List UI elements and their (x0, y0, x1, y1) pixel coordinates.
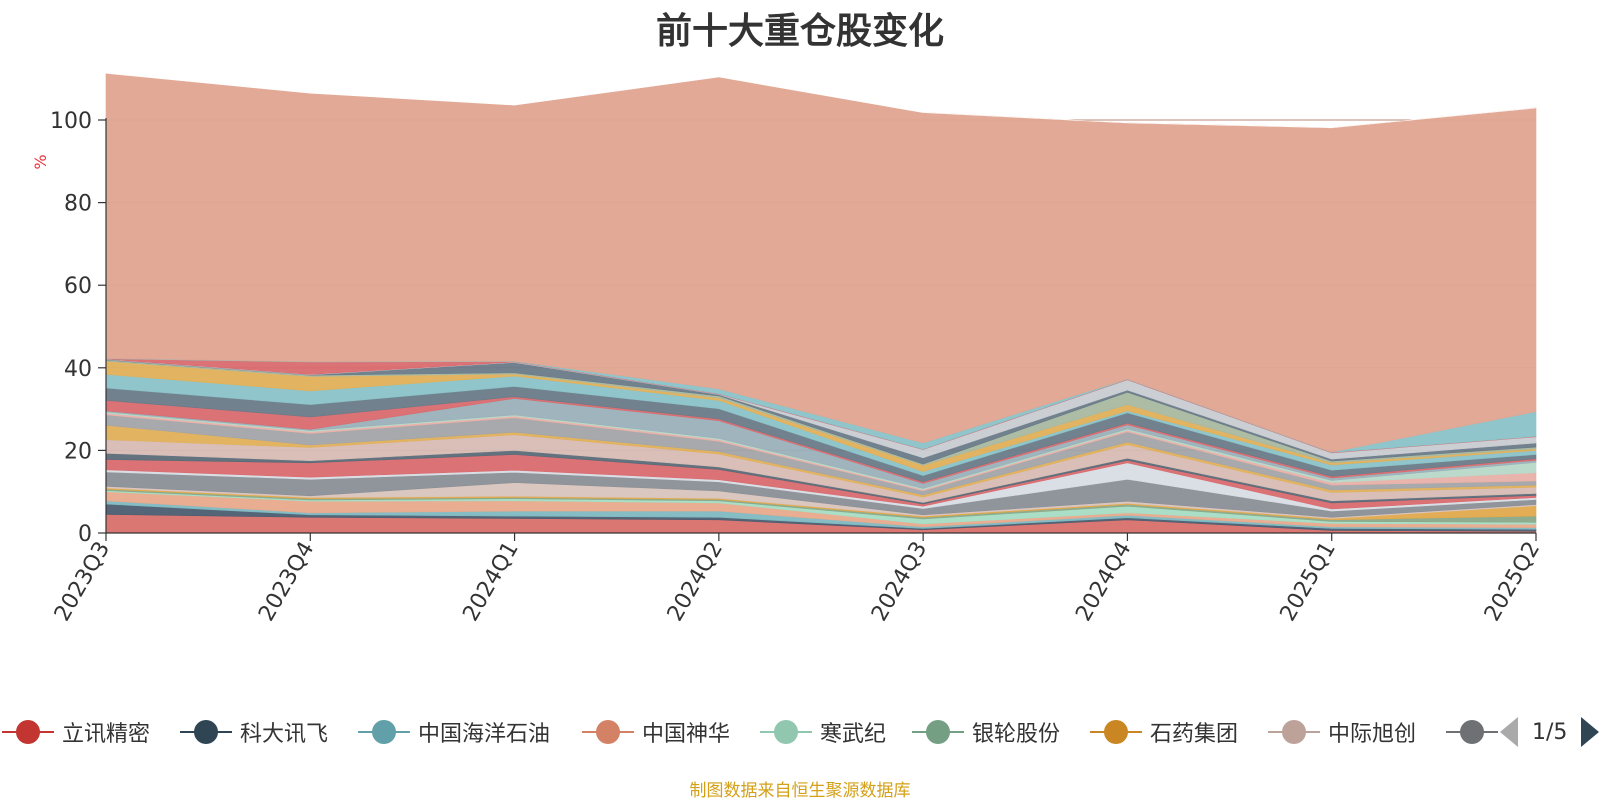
legend-item[interactable]: 立讯精密 (2, 712, 150, 752)
legend-pager: 1/5 (1500, 712, 1600, 752)
legend-item[interactable] (1446, 712, 1498, 752)
legend-swatch-icon (1268, 719, 1320, 745)
y-tick-label: 80 (64, 192, 92, 217)
legend: 立讯精密 科大讯飞 中国海洋石油 中国神华 寒武纪 银轮股份 石药集团 中际旭创 (0, 712, 1600, 752)
legend-label: 寒武纪 (820, 722, 887, 747)
legend-item[interactable]: 银轮股份 (912, 712, 1060, 752)
x-tick-label: 2024Q3 (867, 538, 932, 626)
y-tick-label: 60 (64, 274, 92, 299)
legend-swatch-icon (760, 719, 812, 745)
legend-label: 石药集团 (1150, 722, 1239, 747)
y-tick-label: 100 (50, 109, 92, 134)
legend-page-text: 1/5 (1532, 719, 1568, 745)
y-tick-label: 20 (64, 439, 92, 464)
legend-next-icon[interactable] (1581, 717, 1600, 747)
legend-item[interactable]: 中际旭创 (1268, 712, 1416, 752)
y-tick-label: 0 (78, 522, 92, 547)
legend-label: 中国神华 (642, 722, 731, 747)
legend-item[interactable]: 中国海洋石油 (358, 712, 550, 752)
legend-swatch-icon (1446, 719, 1498, 745)
x-tick-label: 2024Q4 (1071, 538, 1136, 626)
area-series-29 (105, 70, 1537, 129)
legend-swatch-icon (358, 719, 410, 745)
legend-swatch-icon (1090, 719, 1142, 745)
x-tick-label: 2023Q4 (254, 538, 319, 626)
area-series-group (105, 70, 1537, 534)
legend-label: 科大讯飞 (240, 722, 329, 747)
legend-swatch-icon (582, 719, 634, 745)
source-note: 制图数据来自恒生聚源数据库 (689, 781, 911, 801)
x-tick-label: 2024Q1 (458, 538, 523, 626)
legend-label: 中国海洋石油 (418, 722, 551, 747)
legend-item[interactable]: 中国神华 (582, 712, 730, 752)
x-tick-label: 2023Q3 (50, 538, 115, 626)
stacked-area-chart: 0 20 40 60 80 100 2023Q3 2023Q4 2024Q1 2024Q2 2024… (31, 70, 1546, 626)
legend-item[interactable]: 科大讯飞 (180, 712, 328, 752)
legend-item[interactable]: 寒武纪 (760, 712, 886, 752)
chart-title: 前十大重仓股变化 (655, 11, 944, 52)
x-tick-label: 2025Q2 (1480, 538, 1545, 626)
legend-label: 中际旭创 (1328, 722, 1417, 747)
y-tick-label: 40 (64, 357, 92, 382)
legend-label: 立讯精密 (62, 722, 151, 747)
y-axis-label: % (31, 154, 50, 169)
legend-item[interactable]: 石药集团 (1090, 712, 1238, 752)
legend-swatch-icon (2, 719, 54, 745)
x-tick-label: 2025Q1 (1276, 538, 1341, 626)
legend-prev-icon[interactable] (1500, 717, 1518, 747)
legend-label: 银轮股份 (972, 722, 1061, 747)
legend-swatch-icon (180, 719, 232, 745)
legend-swatch-icon (912, 719, 964, 745)
x-tick-label: 2024Q2 (663, 538, 728, 626)
